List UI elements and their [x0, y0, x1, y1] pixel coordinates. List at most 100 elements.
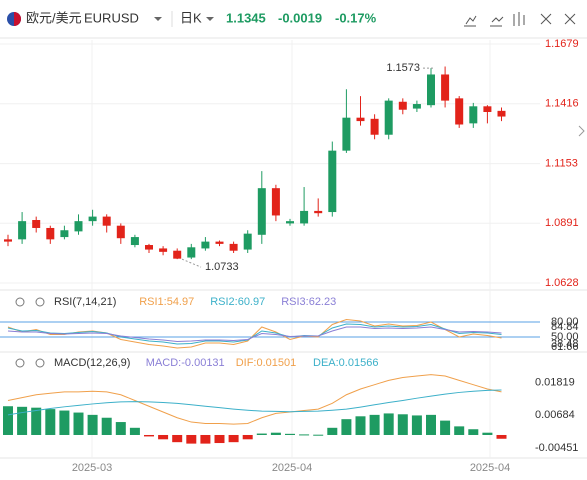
candle-body [201, 241, 210, 249]
indicator-value: RSI1:54.97 [139, 296, 194, 308]
dropdown-arrow[interactable] [206, 17, 214, 21]
candle-body [229, 243, 238, 251]
macd-tick-label: 0.00684 [535, 409, 575, 421]
rsi-value-label: 38.48 [551, 338, 579, 350]
macd-bar [383, 413, 394, 435]
macd-bar [200, 434, 211, 444]
candle-body [483, 106, 492, 112]
candle-body [384, 100, 393, 135]
macd-bar [31, 407, 42, 435]
price: 1.1345 [226, 10, 266, 25]
macd-bar [87, 414, 98, 435]
annotation: 1.0733 [205, 261, 239, 273]
rsi-value-label: 84.84 [551, 321, 579, 333]
legend-gear-icon [35, 297, 45, 307]
indicator-value: DIF:0.01501 [236, 357, 297, 369]
pair-name[interactable]: 欧元/美元 [26, 10, 82, 25]
macd-bar [129, 427, 140, 435]
y-tick-label: 1.0628 [545, 277, 579, 289]
rsi-line [7, 326, 502, 343]
candle-body [356, 117, 365, 122]
macd-tick-label: 0.01819 [535, 377, 575, 389]
candle-body [328, 150, 337, 213]
change: -0.0019 [278, 10, 322, 25]
legend-gear-icon [35, 358, 45, 368]
macd-bar [299, 434, 310, 436]
candle-body [88, 216, 97, 222]
candle-body [342, 117, 351, 151]
x-tick-label: 2025-04 [470, 462, 510, 474]
toolbar[interactable] [464, 12, 576, 27]
candle-body [271, 188, 280, 216]
macd-bar [45, 409, 56, 435]
x-tick-label: 2025-04 [272, 462, 312, 474]
header-bg [0, 0, 587, 38]
rsi-line [7, 323, 502, 345]
macd-bar [285, 433, 295, 435]
macd-bar [101, 417, 112, 435]
macd-bar [355, 416, 366, 435]
y-tick-label: 1.0891 [545, 217, 579, 229]
macd-bar [59, 410, 70, 435]
indicator-value: RSI2:60.97 [210, 296, 265, 308]
macd-bar [186, 434, 197, 444]
expand-arrow[interactable] [578, 125, 585, 137]
annotation: 1.1573 [386, 62, 420, 74]
macd-bar [411, 415, 422, 435]
macd-bar [397, 414, 408, 435]
macd-bar [426, 414, 436, 435]
candle-body [145, 245, 153, 250]
symbol[interactable]: EURUSD [84, 10, 139, 25]
macd-bar [17, 406, 28, 435]
candle-body [286, 221, 294, 224]
macd-bar [327, 427, 338, 435]
candle-body [18, 221, 27, 240]
rsi-level-label: 50.00 [551, 331, 579, 343]
candle-body [314, 210, 323, 214]
candle-body [370, 118, 379, 135]
macd-bar [369, 414, 380, 435]
flag[interactable] [7, 12, 21, 26]
candle-body [102, 216, 111, 226]
candle-body [60, 230, 69, 238]
x-tick-label: 2025-03 [72, 462, 112, 474]
macd-line [7, 389, 502, 416]
macd-bar [214, 434, 225, 444]
annotation-leader [181, 258, 202, 268]
candle-body [173, 250, 182, 259]
candle-body [412, 104, 421, 109]
macd-line [7, 374, 502, 425]
candle-body [441, 74, 450, 101]
candle-body [427, 74, 435, 106]
macd-bar [496, 434, 507, 439]
macd-bar [242, 434, 253, 440]
candle-body [455, 98, 464, 125]
rsi-level-label: 80.00 [551, 316, 579, 328]
y-tick-label: 1.1679 [545, 38, 579, 50]
macd-bar [270, 432, 281, 435]
candle-body [469, 106, 478, 124]
candle-body [74, 221, 83, 232]
legend-eye-icon [15, 297, 25, 307]
candle-body [32, 220, 41, 228]
candle-body [159, 248, 168, 252]
candle-body [243, 233, 252, 250]
macd-bar [3, 406, 13, 435]
macd-bar [144, 434, 154, 437]
period[interactable]: 日K [180, 10, 202, 25]
dropdown-arrow[interactable] [154, 17, 162, 21]
macd-bar [73, 412, 84, 435]
macd-bar [158, 434, 169, 440]
rsi-value-label: 61.66 [551, 341, 579, 353]
legend-eye-icon [15, 358, 25, 368]
candle-body [215, 241, 224, 244]
candle-body [46, 227, 55, 240]
indicator-value: RSI3:62.23 [281, 296, 336, 308]
macd-bar [172, 434, 183, 443]
macd-bar [482, 432, 493, 435]
change-pct: -0.17% [335, 10, 377, 25]
y-tick-label: 1.1416 [545, 98, 579, 110]
macd-bar [440, 420, 451, 435]
